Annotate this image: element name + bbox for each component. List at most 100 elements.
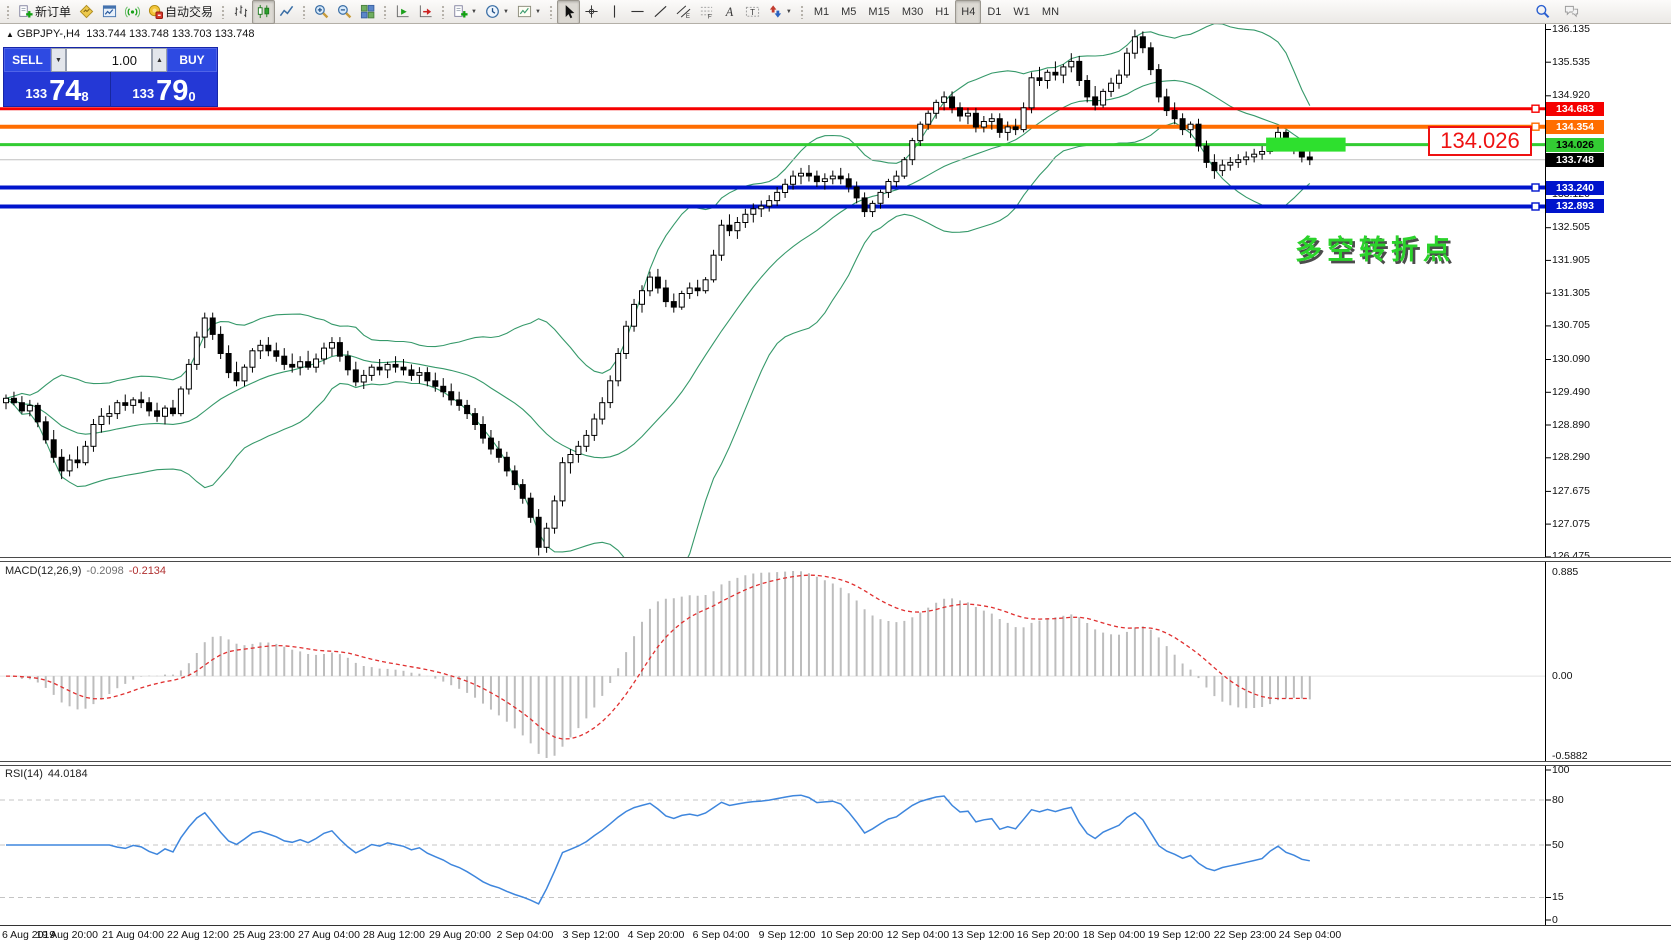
- templates-button[interactable]: ▼: [513, 0, 545, 24]
- candle-body: [782, 183, 789, 194]
- crosshair-icon: [584, 4, 599, 19]
- timeframe-m15[interactable]: M15: [862, 0, 895, 24]
- candle-body: [177, 388, 184, 415]
- trendline-button[interactable]: [649, 0, 672, 24]
- arrows-button[interactable]: ▼: [764, 0, 796, 24]
- candle-body: [209, 317, 216, 335]
- toolbar-grip[interactable]: [301, 4, 307, 19]
- text-a-icon: A: [722, 4, 737, 19]
- timeframe-mn[interactable]: MN: [1036, 0, 1065, 24]
- turning-point-annotation[interactable]: 多空转折点: [1295, 235, 1455, 265]
- svg-text:A: A: [725, 5, 734, 19]
- text-button[interactable]: A: [718, 0, 741, 24]
- periods-button[interactable]: ▼: [481, 0, 513, 24]
- bar-chart-button[interactable]: [229, 0, 252, 24]
- one-click-trading-panel: SELL ▼ 1.00 ▲ BUY 133 74 8 133 79 0: [3, 47, 218, 107]
- line-price-label-134.354[interactable]: 134.354: [1546, 120, 1604, 134]
- crosshair-button[interactable]: [580, 0, 603, 24]
- sell-price[interactable]: 133 74 8: [4, 72, 111, 106]
- toolbar-grip[interactable]: [547, 4, 553, 19]
- candle-body: [607, 380, 614, 404]
- signals-button[interactable]: [121, 0, 144, 24]
- indicators-button[interactable]: ▼: [449, 0, 481, 24]
- rsi-scale-label-0: 0: [1552, 914, 1558, 926]
- fibo-icon: F: [699, 4, 714, 19]
- candle-body: [368, 366, 375, 376]
- volume-increase-button[interactable]: ▲: [152, 48, 167, 72]
- cursor-icon: [561, 4, 576, 19]
- auto-scroll-button[interactable]: [391, 0, 414, 24]
- candlestick-chart-button[interactable]: [252, 0, 276, 24]
- symbol-ohlc: 133.744 133.748 133.703 133.748: [86, 28, 255, 40]
- toolbar-grip[interactable]: [440, 4, 446, 19]
- timeframe-m5[interactable]: M5: [835, 0, 862, 24]
- vline-icon: [607, 4, 622, 19]
- timeframe-h4[interactable]: H4: [955, 0, 982, 24]
- search-button[interactable]: [1531, 0, 1554, 24]
- candle-body: [519, 484, 526, 499]
- zoom-out-button[interactable]: [333, 0, 356, 24]
- chart-shift-button[interactable]: [414, 0, 437, 24]
- line-handle[interactable]: [1531, 183, 1540, 192]
- timeframe-m30[interactable]: M30: [896, 0, 929, 24]
- toolbar-right-group: [1531, 0, 1583, 24]
- price-callout-box[interactable]: 134.026: [1428, 126, 1532, 156]
- chat-button[interactable]: [1560, 0, 1583, 24]
- hline-icon: [630, 4, 645, 19]
- tick-chart-button[interactable]: [75, 0, 98, 24]
- line-chart-button[interactable]: [275, 0, 298, 24]
- volume-decrease-button[interactable]: ▼: [51, 48, 66, 72]
- rsi-line: [6, 794, 1310, 905]
- line-price-label-134.683[interactable]: 134.683: [1546, 102, 1604, 116]
- toolbar-grip[interactable]: [798, 4, 804, 19]
- auto-trading-button[interactable]: 自动交易: [144, 0, 217, 24]
- time-label: 18 Sep 04:00: [1082, 929, 1146, 941]
- candle-body: [1084, 80, 1091, 98]
- candle-body: [50, 439, 57, 458]
- fibonacci-button[interactable]: F: [695, 0, 718, 24]
- line-price-label-132.893[interactable]: 132.893: [1546, 199, 1604, 213]
- channel-button[interactable]: E: [672, 0, 695, 24]
- highlight-rectangle[interactable]: [1266, 137, 1346, 152]
- candle-body: [972, 112, 979, 128]
- buy-price[interactable]: 133 79 0: [132, 75, 196, 107]
- panel-divider[interactable]: [0, 557, 1671, 562]
- toolbar-grip[interactable]: [382, 4, 388, 19]
- line-handle[interactable]: [1531, 202, 1540, 211]
- line-price-label-133.240[interactable]: 133.240: [1546, 181, 1604, 195]
- volume-input[interactable]: 1.00: [66, 48, 152, 72]
- toolbar-grip[interactable]: [220, 4, 226, 19]
- candle-body: [774, 191, 781, 202]
- line-price-label-134.026[interactable]: 134.026: [1546, 138, 1604, 152]
- price-tick-label: 129.490: [1552, 386, 1590, 398]
- horizontal-line-button[interactable]: [626, 0, 649, 24]
- new-order-button[interactable]: 新订单: [14, 0, 75, 24]
- sell-button[interactable]: SELL: [4, 48, 51, 72]
- price-tick-label: 128.890: [1552, 419, 1590, 431]
- line-handle[interactable]: [1531, 104, 1540, 113]
- timeframe-d1[interactable]: D1: [981, 0, 1007, 24]
- candle-body: [861, 197, 868, 213]
- zoom-in-button[interactable]: [310, 0, 333, 24]
- timeframe-h1[interactable]: H1: [929, 0, 955, 24]
- timeframe-m1[interactable]: M1: [808, 0, 835, 24]
- doc-plus-icon: [18, 4, 33, 19]
- candle-body: [527, 497, 534, 518]
- cursor-button[interactable]: [556, 0, 580, 24]
- candle-body: [193, 336, 200, 365]
- timeframe-w1[interactable]: W1: [1007, 0, 1036, 24]
- vertical-line-button[interactable]: [603, 0, 626, 24]
- text-label-button[interactable]: T: [741, 0, 764, 24]
- panel-divider[interactable]: [0, 761, 1671, 766]
- candle-body: [344, 355, 351, 371]
- candle-body: [1227, 161, 1234, 166]
- market-watch-button[interactable]: [98, 0, 121, 24]
- chat-icon: [1564, 4, 1579, 19]
- candle-body: [225, 353, 232, 374]
- tile-windows-button[interactable]: [356, 0, 379, 24]
- toolbar-grip[interactable]: [5, 4, 10, 19]
- rsi-label: RSI(14) 44.0184: [5, 768, 88, 780]
- buy-button[interactable]: BUY: [167, 48, 217, 72]
- line-handle[interactable]: [1531, 122, 1540, 131]
